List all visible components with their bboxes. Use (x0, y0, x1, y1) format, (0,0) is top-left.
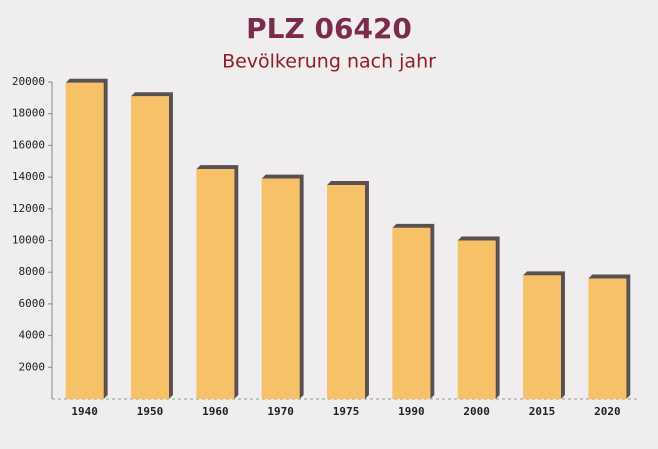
bar (588, 278, 627, 399)
x-tick-label: 1970 (267, 405, 294, 418)
y-tick-label: 2000 (19, 360, 46, 373)
x-tick-label: 1940 (71, 405, 98, 418)
x-tick-label: 2000 (463, 405, 490, 418)
bar (392, 227, 431, 399)
y-tick-label: 12000 (12, 202, 45, 215)
y-tick-label: 6000 (19, 297, 46, 310)
x-tick-label: 1950 (137, 405, 164, 418)
bar (327, 185, 365, 399)
chart-subtitle: Bevölkerung nach jahr (222, 51, 436, 73)
y-tick-label: 14000 (12, 170, 45, 183)
bar (457, 240, 496, 399)
bar (261, 178, 300, 399)
y-tick-label: 18000 (12, 107, 45, 120)
x-tick-label: 1960 (202, 405, 229, 418)
bar (523, 275, 561, 399)
chart-title: PLZ 06420 (246, 12, 412, 45)
x-tick-label: 2015 (529, 405, 556, 418)
y-tick-label: 16000 (12, 138, 45, 151)
x-tick-label: 1975 (333, 405, 360, 418)
x-tick-label: 1990 (398, 405, 425, 418)
y-tick-label: 20000 (12, 75, 45, 88)
bar (196, 169, 235, 399)
x-tick-label: 2020 (594, 405, 621, 418)
y-tick-label: 10000 (12, 234, 45, 247)
y-tick-label: 4000 (19, 329, 46, 342)
bar (131, 96, 169, 399)
y-tick-label: 8000 (19, 265, 46, 278)
bar (65, 82, 104, 399)
